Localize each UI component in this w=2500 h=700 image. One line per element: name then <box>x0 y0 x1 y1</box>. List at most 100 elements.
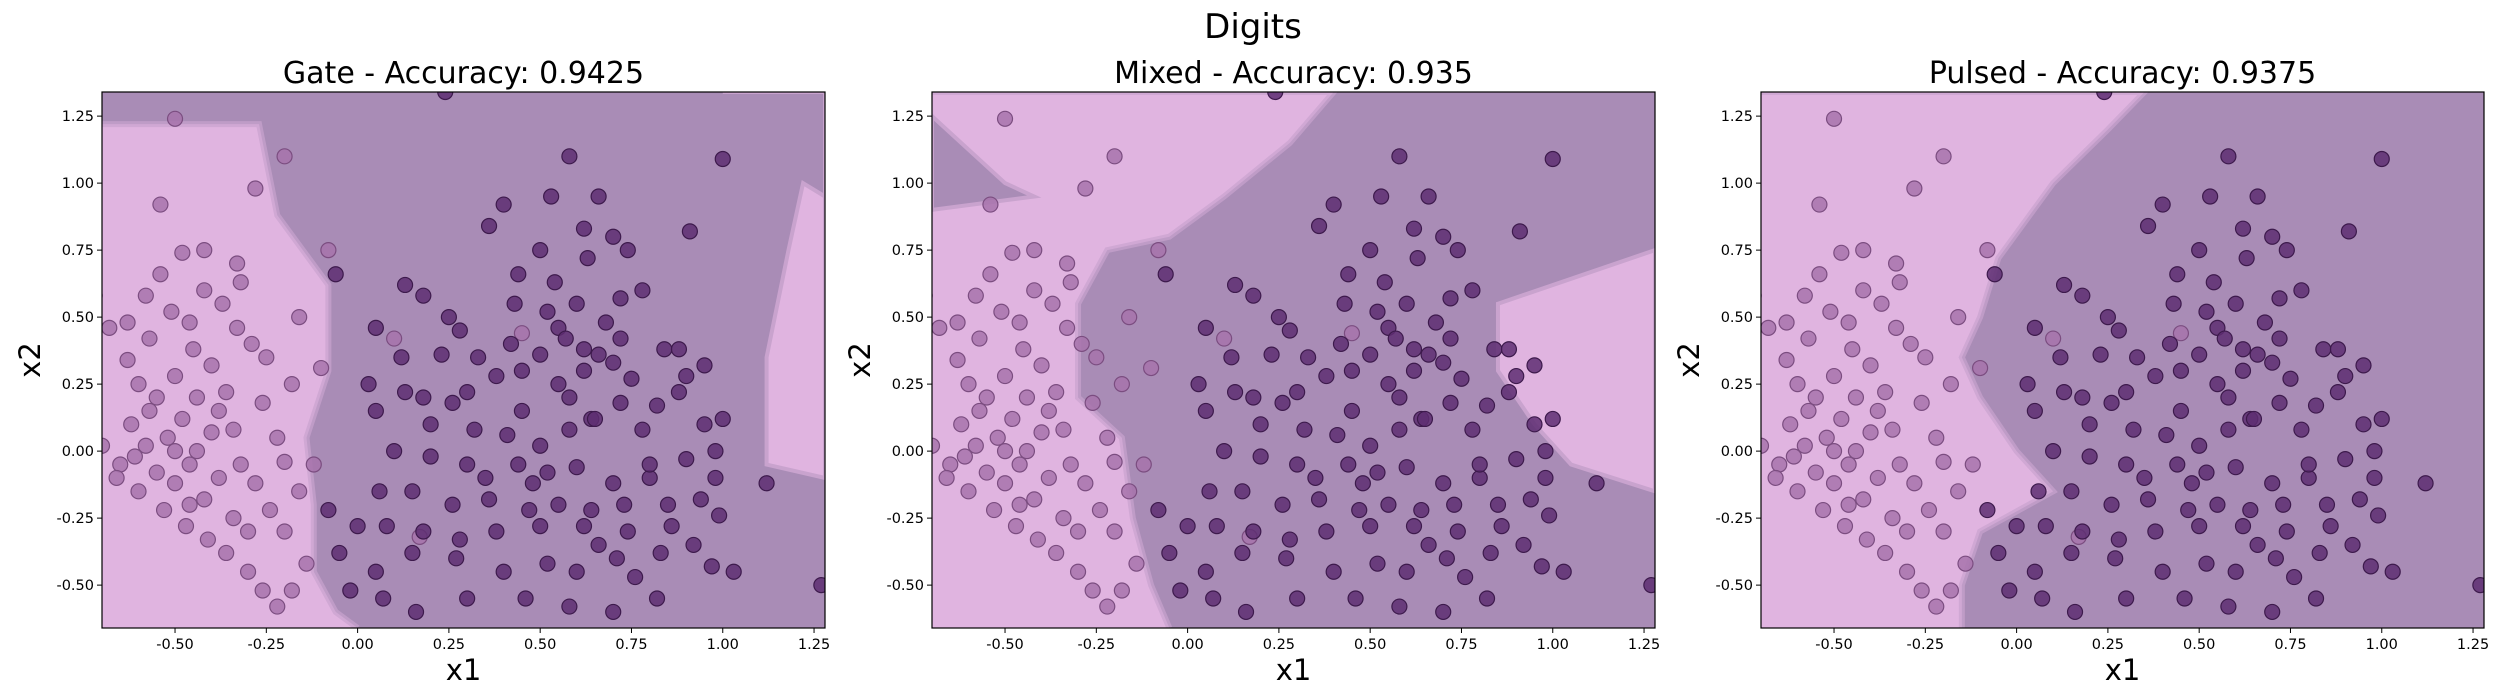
point-class1 <box>1161 544 1178 562</box>
point-class1 <box>2202 188 2219 205</box>
point-class1 <box>367 402 384 420</box>
point-class1 <box>1544 410 1561 428</box>
point-class0 <box>932 319 948 336</box>
point-class1 <box>1336 295 1353 312</box>
point-class1 <box>616 496 633 513</box>
point-class1 <box>2034 590 2051 607</box>
point-class1 <box>2373 410 2390 428</box>
point-class0 <box>1062 274 1079 291</box>
point-class1 <box>1289 384 1306 401</box>
point-class0 <box>1767 469 1784 487</box>
point-class0 <box>1950 309 1967 326</box>
point-class1 <box>652 544 669 562</box>
point-class1 <box>550 496 567 513</box>
point-class1 <box>2278 242 2295 259</box>
point-class0 <box>942 456 959 473</box>
point-class1 <box>396 276 414 294</box>
point-class1 <box>1489 496 1507 513</box>
point-class1 <box>575 362 593 379</box>
point-class0 <box>196 282 213 299</box>
y-tick-label: -0.50 <box>56 578 94 594</box>
point-class1 <box>517 590 534 607</box>
x-axis-label: x1 <box>1276 653 1312 687</box>
point-class0 <box>276 523 293 540</box>
point-class1 <box>703 558 720 575</box>
point-class1 <box>2180 501 2197 519</box>
point-class1 <box>2074 523 2091 540</box>
point-class1 <box>1373 188 1390 205</box>
point-class0 <box>1044 295 1061 312</box>
panel-title: Mixed - Accuracy: 0.935 <box>1114 56 1473 91</box>
point-class1 <box>1471 469 1488 487</box>
point-class1 <box>1197 319 1214 336</box>
point-class0 <box>1077 180 1094 197</box>
point-class0 <box>967 437 984 454</box>
point-class1 <box>2337 367 2354 385</box>
y-tick-label: 0.25 <box>892 377 924 393</box>
point-class1 <box>2209 496 2226 513</box>
point-class1 <box>1435 228 1452 245</box>
point-class0 <box>276 148 293 165</box>
point-class1 <box>459 456 476 473</box>
point-class1 <box>1537 443 1554 460</box>
point-class0 <box>1040 402 1057 420</box>
point-class1 <box>2234 362 2252 379</box>
point-class0 <box>1833 410 1850 428</box>
point-class1 <box>1493 518 1510 535</box>
point-class1 <box>1398 295 1415 312</box>
y-axis-label: x2 <box>1672 342 1706 378</box>
x-tick-label: 0.00 <box>341 637 373 653</box>
point-class1 <box>2165 295 2182 312</box>
y-axis-label: x2 <box>843 342 877 378</box>
point-class1 <box>367 563 384 580</box>
point-class1 <box>758 475 775 492</box>
point-class1 <box>1398 459 1415 476</box>
point-class1 <box>2282 370 2299 387</box>
y-tick-label: 0.25 <box>62 377 94 393</box>
point-class1 <box>2307 590 2325 607</box>
x-tick-label: 0.50 <box>2183 637 2215 653</box>
point-class0 <box>137 437 154 454</box>
point-class1 <box>532 437 549 454</box>
point-class0 <box>1825 110 1843 127</box>
point-class0 <box>229 255 246 272</box>
point-class1 <box>1205 590 1222 607</box>
point-class0 <box>971 330 988 347</box>
point-class0 <box>1840 496 1857 513</box>
point-class0 <box>203 424 220 441</box>
point-class0 <box>196 491 213 508</box>
y-tick-label: -0.25 <box>886 511 924 527</box>
y-tick-label: -0.50 <box>886 578 924 594</box>
point-class1 <box>1427 314 1445 331</box>
point-class0 <box>1004 410 1021 428</box>
point-class1 <box>1237 603 1255 621</box>
point-class0 <box>1814 501 1832 519</box>
point-class0 <box>978 389 995 406</box>
x-tick-label: -0.50 <box>986 637 1024 653</box>
point-class1 <box>349 518 366 535</box>
point-class1 <box>1150 501 1167 519</box>
point-class0 <box>1128 555 1145 572</box>
point-class1 <box>714 410 731 428</box>
point-class1 <box>2169 456 2186 473</box>
y-tick-label: -0.25 <box>56 511 94 527</box>
point-class0 <box>1015 341 1032 358</box>
point-class0 <box>1026 282 1043 299</box>
point-class1 <box>1208 518 1225 535</box>
point-class0 <box>2045 330 2062 347</box>
point-class0 <box>971 402 988 420</box>
point-class1 <box>2118 456 2135 473</box>
point-class0 <box>1007 518 1025 535</box>
point-class1 <box>539 303 556 320</box>
point-class0 <box>1142 359 1160 377</box>
point-class1 <box>2118 384 2135 401</box>
point-class1 <box>543 188 560 205</box>
y-tick-label: 0.00 <box>62 444 94 460</box>
point-class0 <box>155 501 173 519</box>
y-tick-label: 0.75 <box>1721 243 1753 259</box>
point-class0 <box>1884 421 1901 438</box>
point-class0 <box>218 544 235 562</box>
point-class0 <box>1062 456 1079 473</box>
point-class0 <box>1836 518 1854 535</box>
point-class1 <box>2055 384 2073 401</box>
